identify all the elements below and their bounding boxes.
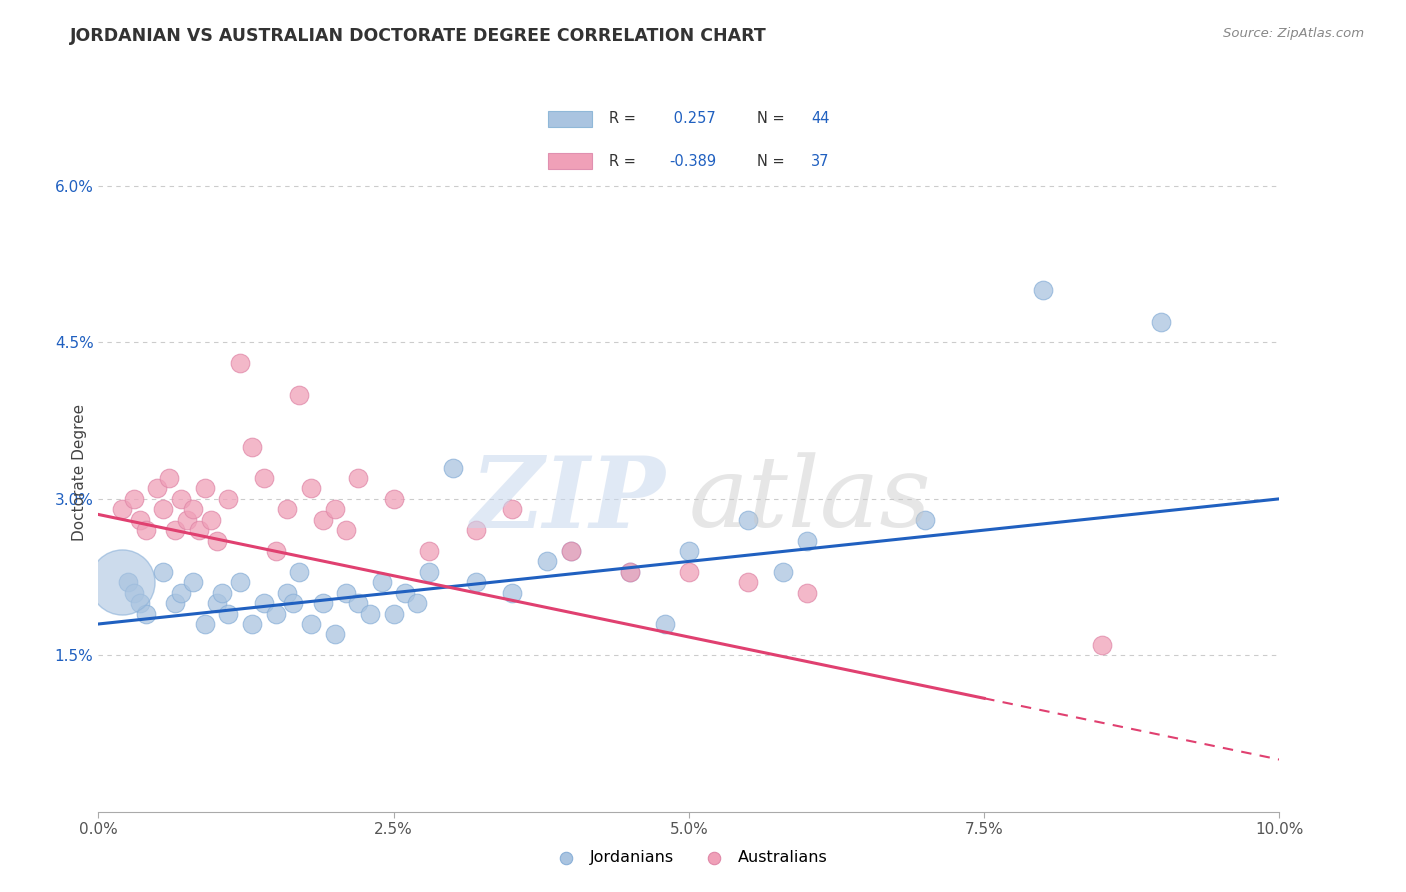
- Point: [229, 575, 252, 590]
- Text: R =: R =: [609, 112, 636, 126]
- Point: [737, 575, 759, 590]
- Point: [441, 460, 464, 475]
- Y-axis label: Doctorate Degree: Doctorate Degree: [72, 404, 87, 541]
- Point: [347, 471, 370, 485]
- Text: ZIP: ZIP: [471, 451, 665, 548]
- Point: [772, 565, 794, 579]
- Point: [323, 627, 346, 641]
- Point: [264, 607, 287, 621]
- Point: [194, 482, 217, 496]
- Text: N =: N =: [756, 154, 785, 169]
- Point: [654, 617, 676, 632]
- Point: [288, 565, 311, 579]
- Point: [200, 513, 222, 527]
- Point: [253, 596, 276, 610]
- Point: [465, 523, 488, 537]
- Point: [678, 544, 700, 558]
- Text: Source: ZipAtlas.com: Source: ZipAtlas.com: [1223, 27, 1364, 40]
- Point: [194, 617, 217, 632]
- Point: [796, 585, 818, 599]
- Point: [181, 502, 204, 516]
- Point: [229, 356, 252, 370]
- Point: [283, 596, 305, 610]
- Point: [465, 575, 488, 590]
- Point: [111, 502, 134, 516]
- Text: JORDANIAN VS AUSTRALIAN DOCTORATE DEGREE CORRELATION CHART: JORDANIAN VS AUSTRALIAN DOCTORATE DEGREE…: [70, 27, 768, 45]
- Point: [122, 491, 145, 506]
- Point: [187, 523, 209, 537]
- Point: [176, 513, 198, 527]
- Point: [560, 544, 582, 558]
- Point: [181, 575, 204, 590]
- Point: [111, 575, 134, 590]
- Text: N =: N =: [756, 112, 785, 126]
- Text: -0.389: -0.389: [669, 154, 717, 169]
- Point: [165, 596, 187, 610]
- Point: [418, 565, 440, 579]
- Point: [619, 565, 641, 579]
- Point: [914, 513, 936, 527]
- Point: [382, 491, 405, 506]
- Point: [165, 523, 187, 537]
- Point: [276, 502, 298, 516]
- Point: [170, 491, 193, 506]
- Point: [152, 502, 174, 516]
- Point: [240, 617, 263, 632]
- Point: [359, 607, 381, 621]
- Point: [128, 596, 150, 610]
- Point: [299, 617, 322, 632]
- Point: [205, 533, 228, 548]
- Point: [406, 596, 429, 610]
- Point: [170, 585, 193, 599]
- Legend: Jordanians, Australians: Jordanians, Australians: [544, 844, 834, 871]
- Point: [418, 544, 440, 558]
- Point: [536, 554, 558, 568]
- Point: [796, 533, 818, 548]
- Point: [1032, 283, 1054, 297]
- Point: [288, 387, 311, 401]
- Text: atlas: atlas: [689, 452, 932, 548]
- Point: [117, 575, 139, 590]
- Point: [122, 585, 145, 599]
- Point: [152, 565, 174, 579]
- Point: [347, 596, 370, 610]
- Point: [264, 544, 287, 558]
- FancyBboxPatch shape: [548, 111, 592, 127]
- Text: 37: 37: [811, 154, 830, 169]
- Point: [146, 482, 169, 496]
- Text: R =: R =: [609, 154, 636, 169]
- Point: [619, 565, 641, 579]
- Point: [678, 565, 700, 579]
- Point: [371, 575, 394, 590]
- Point: [501, 585, 523, 599]
- Point: [323, 502, 346, 516]
- Text: 0.257: 0.257: [669, 112, 716, 126]
- Point: [1150, 314, 1173, 328]
- Point: [382, 607, 405, 621]
- Point: [240, 440, 263, 454]
- Point: [205, 596, 228, 610]
- Point: [276, 585, 298, 599]
- Point: [135, 607, 157, 621]
- Point: [560, 544, 582, 558]
- Point: [211, 585, 233, 599]
- FancyBboxPatch shape: [548, 153, 592, 169]
- Point: [312, 513, 335, 527]
- Point: [335, 585, 357, 599]
- Point: [128, 513, 150, 527]
- Point: [217, 491, 239, 506]
- Point: [217, 607, 239, 621]
- Point: [135, 523, 157, 537]
- Point: [253, 471, 276, 485]
- Point: [737, 513, 759, 527]
- Point: [157, 471, 180, 485]
- Point: [312, 596, 335, 610]
- Point: [299, 482, 322, 496]
- Point: [394, 585, 416, 599]
- Point: [335, 523, 357, 537]
- Point: [501, 502, 523, 516]
- Text: 44: 44: [811, 112, 830, 126]
- Point: [1091, 638, 1114, 652]
